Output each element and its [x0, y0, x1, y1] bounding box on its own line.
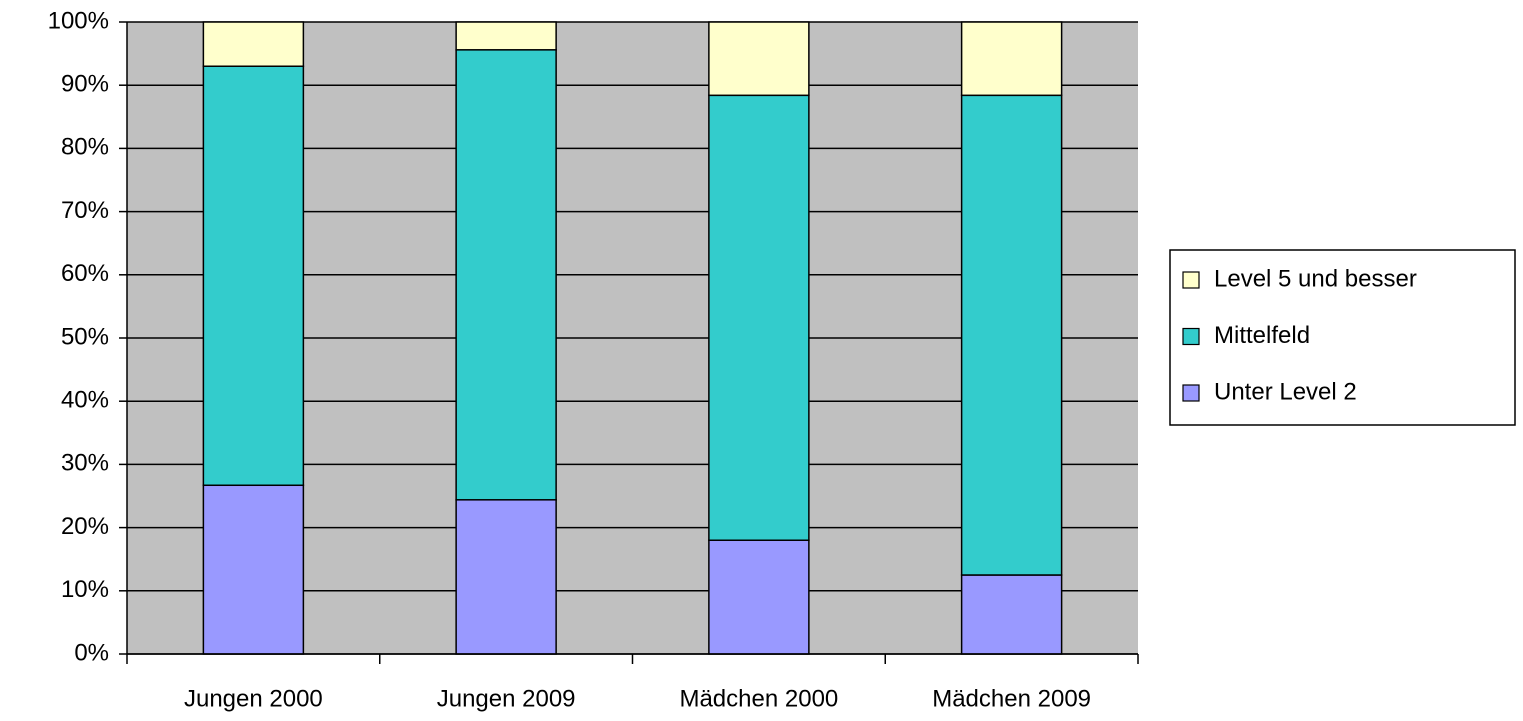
legend-swatch — [1182, 271, 1200, 289]
bar-segment — [708, 94, 810, 541]
y-tick-label: 70% — [61, 197, 109, 224]
bar-segment — [202, 484, 305, 655]
bar-segment — [455, 21, 557, 51]
y-tick-label: 60% — [61, 260, 109, 287]
bar-segment — [708, 21, 810, 97]
x-tick-label: Mädchen 2000 — [679, 685, 838, 712]
y-tick-label: 0% — [74, 639, 109, 666]
legend-box — [1169, 249, 1516, 426]
y-tick-label: 50% — [61, 323, 109, 350]
legend-swatch — [1182, 384, 1200, 402]
bar-segment — [202, 65, 305, 487]
bar-segment — [708, 539, 810, 655]
legend-swatch — [1182, 327, 1200, 346]
legend-label: Level 5 und besser — [1214, 265, 1417, 292]
bar-segment — [960, 21, 1063, 97]
x-tick-label: Jungen 2009 — [437, 685, 576, 712]
y-tick-label: 100% — [48, 7, 109, 34]
y-tick-label: 40% — [61, 387, 109, 414]
y-tick-label: 30% — [61, 450, 109, 477]
legend-label: Mittelfeld — [1214, 322, 1310, 349]
y-tick-label: 20% — [61, 513, 109, 540]
bar-segment — [455, 499, 557, 655]
legend-label: Unter Level 2 — [1214, 378, 1357, 405]
y-tick-label: 80% — [61, 134, 109, 161]
x-tick-label: Jungen 2000 — [184, 685, 323, 712]
bar-segment — [455, 49, 557, 501]
bar-segment — [960, 574, 1063, 655]
y-tick-label: 90% — [61, 71, 109, 98]
y-tick-label: 10% — [61, 576, 109, 603]
x-tick-label: Mädchen 2009 — [932, 685, 1091, 712]
bar-segment — [960, 94, 1063, 576]
bar-segment — [202, 21, 305, 67]
